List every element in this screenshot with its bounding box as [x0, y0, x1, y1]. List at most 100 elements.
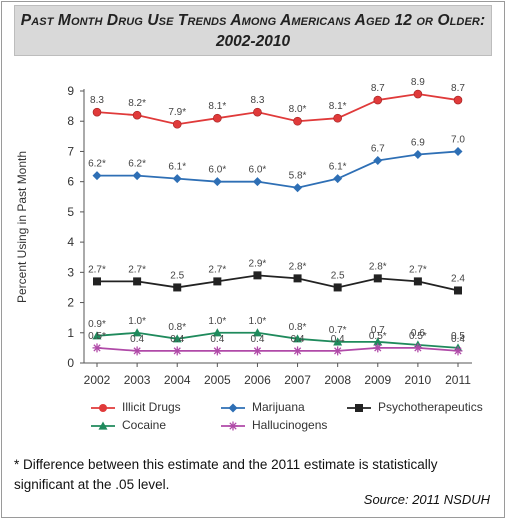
- y-tick-label: 5: [67, 205, 74, 219]
- point-psychotherapeutics: [133, 277, 142, 286]
- data-label-illicit-drugs: 8.1*: [329, 101, 347, 112]
- point-marijuana: [413, 149, 423, 159]
- data-label-hallucinogens: 0.5*: [409, 331, 427, 342]
- data-label-marijuana: 5.8*: [289, 171, 307, 182]
- point-hallucinogens: [373, 343, 383, 353]
- point-psychotherapeutics: [293, 274, 302, 283]
- point-hallucinogens: [453, 346, 463, 356]
- point-marijuana: [373, 156, 383, 166]
- data-label-cocaine: 0.8*: [289, 322, 307, 333]
- point-hallucinogens: [413, 343, 423, 353]
- y-tick-label: 0: [67, 356, 74, 370]
- x-tick-label: 2003: [124, 373, 151, 387]
- point-cocaine: [132, 328, 142, 337]
- legend-item-psychotherapeutics: Psychotherapeutics: [346, 400, 483, 414]
- data-label-illicit-drugs: 8.3: [250, 95, 264, 106]
- point-marijuana: [453, 146, 463, 156]
- data-label-illicit-drugs: 8.9: [411, 77, 425, 88]
- legend-swatch-cocaine: [91, 421, 115, 430]
- point-psychotherapeutics: [213, 277, 222, 286]
- y-axis-title: Percent Using in Past Month: [15, 151, 29, 303]
- x-tick-label: 2007: [284, 373, 311, 387]
- chart-title: Past Month Drug Use Trends Among America…: [20, 12, 486, 29]
- x-tick-label: 2010: [405, 373, 432, 387]
- data-label-psychotherapeutics: 2.5: [331, 270, 345, 281]
- data-label-psychotherapeutics: 2.7*: [88, 264, 106, 275]
- source-note: Source: 2011 NSDUH: [363, 492, 490, 507]
- data-label-psychotherapeutics: 2.5: [170, 270, 184, 281]
- y-tick-label: 6: [67, 175, 74, 189]
- data-label-marijuana: 6.2*: [128, 159, 146, 170]
- point-illicit-drugs: [253, 107, 262, 117]
- data-label-marijuana: 7.0: [451, 134, 465, 145]
- point-illicit-drugs: [132, 110, 142, 120]
- data-label-illicit-drugs: 8.1*: [208, 101, 226, 112]
- y-tick-label: 9: [67, 84, 74, 98]
- data-label-cocaine: 0.8*: [168, 322, 186, 333]
- point-hallucinogens: [333, 346, 343, 356]
- legend-item-hallucinogens: Hallucinogens: [220, 418, 327, 432]
- point-hallucinogens: [252, 346, 262, 356]
- point-illicit-drugs: [92, 107, 102, 117]
- series-line-illicit-drugs: [96, 93, 459, 126]
- data-label-hallucinogens: 0.5*: [88, 331, 106, 342]
- legend-label-cocaine: Cocaine: [122, 418, 167, 432]
- legend-item-cocaine: Cocaine: [90, 418, 166, 432]
- series-line-psychotherapeutics: [97, 274, 459, 292]
- point-cocaine: [373, 337, 383, 346]
- legend-swatch-hallucinogens: [221, 421, 245, 431]
- y-tick-label: 2: [67, 296, 74, 310]
- y-tick-label: 1: [67, 326, 74, 340]
- point-marijuana: [172, 174, 182, 184]
- x-tick-label: 2011: [445, 373, 471, 387]
- legend-item-marijuana: Marijuana: [220, 400, 305, 414]
- title-box: Past Month Drug Use Trends Among America…: [14, 5, 492, 56]
- data-label-psychotherapeutics: 2.8*: [289, 261, 307, 272]
- point-illicit-drugs: [293, 116, 302, 126]
- data-label-psychotherapeutics: 2.7*: [409, 264, 427, 275]
- x-tick-label: 2004: [164, 373, 191, 387]
- point-illicit-drugs: [453, 95, 463, 105]
- point-psychotherapeutics: [253, 271, 262, 280]
- point-cocaine: [92, 331, 102, 340]
- data-label-illicit-drugs: 8.3: [90, 95, 104, 106]
- x-tick-label: 2005: [204, 373, 231, 387]
- y-tick-label: 4: [67, 235, 74, 249]
- data-label-psychotherapeutics: 2.9*: [249, 258, 267, 269]
- legend-swatch-illicit-drugs: [91, 403, 115, 412]
- point-marijuana: [252, 177, 262, 187]
- point-hallucinogens: [212, 346, 222, 356]
- point-illicit-drugs: [213, 113, 222, 123]
- point-psychotherapeutics: [413, 277, 422, 286]
- data-label-cocaine: 1.0*: [128, 316, 146, 327]
- point-psychotherapeutics: [454, 286, 462, 295]
- data-label-cocaine: 1.0*: [208, 316, 226, 327]
- legend-item-illicit-drugs: Illicit Drugs: [90, 400, 181, 414]
- legend-label-illicit-drugs: Illicit Drugs: [122, 400, 181, 414]
- point-hallucinogens: [92, 343, 102, 353]
- point-hallucinogens: [293, 346, 303, 356]
- data-label-cocaine: 0.6: [411, 328, 425, 339]
- data-label-cocaine: 0.9*: [88, 319, 106, 330]
- point-illicit-drugs: [333, 113, 342, 123]
- series-line-cocaine: [96, 331, 459, 349]
- point-illicit-drugs: [413, 89, 423, 99]
- legend-swatch-psychotherapeutics: [347, 403, 371, 412]
- data-label-marijuana: 6.0*: [249, 165, 267, 176]
- data-label-hallucinogens: 0.4: [331, 334, 345, 345]
- data-label-hallucinogens: 0.4: [130, 334, 144, 345]
- point-marijuana: [293, 183, 303, 193]
- point-marijuana: [132, 171, 142, 181]
- point-cocaine: [252, 328, 262, 337]
- point-psychotherapeutics: [173, 283, 182, 292]
- data-label-marijuana: 6.0*: [208, 165, 226, 176]
- data-label-marijuana: 6.1*: [329, 162, 347, 173]
- y-tick-label: 3: [67, 265, 74, 279]
- x-tick-label: 2002: [84, 373, 111, 387]
- point-cocaine: [333, 337, 343, 346]
- data-label-cocaine: 0.7*: [329, 325, 347, 336]
- point-cocaine: [172, 334, 182, 343]
- data-label-psychotherapeutics: 2.4: [451, 273, 465, 284]
- point-marijuana: [212, 177, 222, 187]
